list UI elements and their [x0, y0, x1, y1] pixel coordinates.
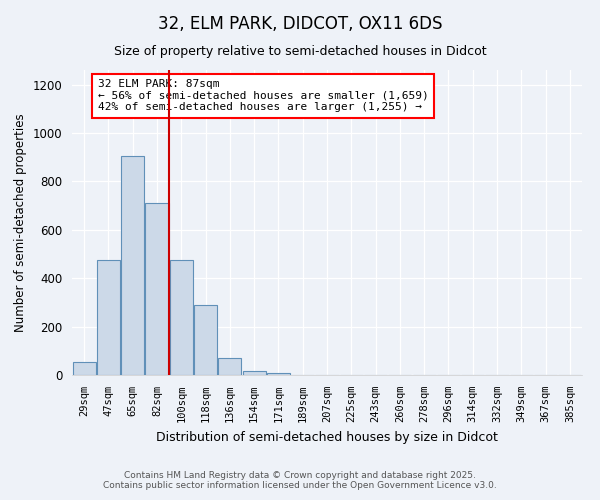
Text: Size of property relative to semi-detached houses in Didcot: Size of property relative to semi-detach… [113, 45, 487, 58]
Bar [218, 358, 241, 375]
Bar [121, 156, 144, 375]
Text: 32, ELM PARK, DIDCOT, OX11 6DS: 32, ELM PARK, DIDCOT, OX11 6DS [158, 15, 442, 33]
Bar [145, 203, 169, 375]
Y-axis label: Number of semi-detached properties: Number of semi-detached properties [14, 113, 27, 332]
Text: Contains HM Land Registry data © Crown copyright and database right 2025.
Contai: Contains HM Land Registry data © Crown c… [103, 470, 497, 490]
X-axis label: Distribution of semi-detached houses by size in Didcot: Distribution of semi-detached houses by … [156, 430, 498, 444]
Text: 32 ELM PARK: 87sqm
← 56% of semi-detached houses are smaller (1,659)
42% of semi: 32 ELM PARK: 87sqm ← 56% of semi-detache… [97, 79, 428, 112]
Bar [267, 372, 290, 375]
Bar [242, 372, 266, 375]
Bar [73, 362, 95, 375]
Bar [170, 260, 193, 375]
Bar [194, 305, 217, 375]
Bar [97, 260, 120, 375]
